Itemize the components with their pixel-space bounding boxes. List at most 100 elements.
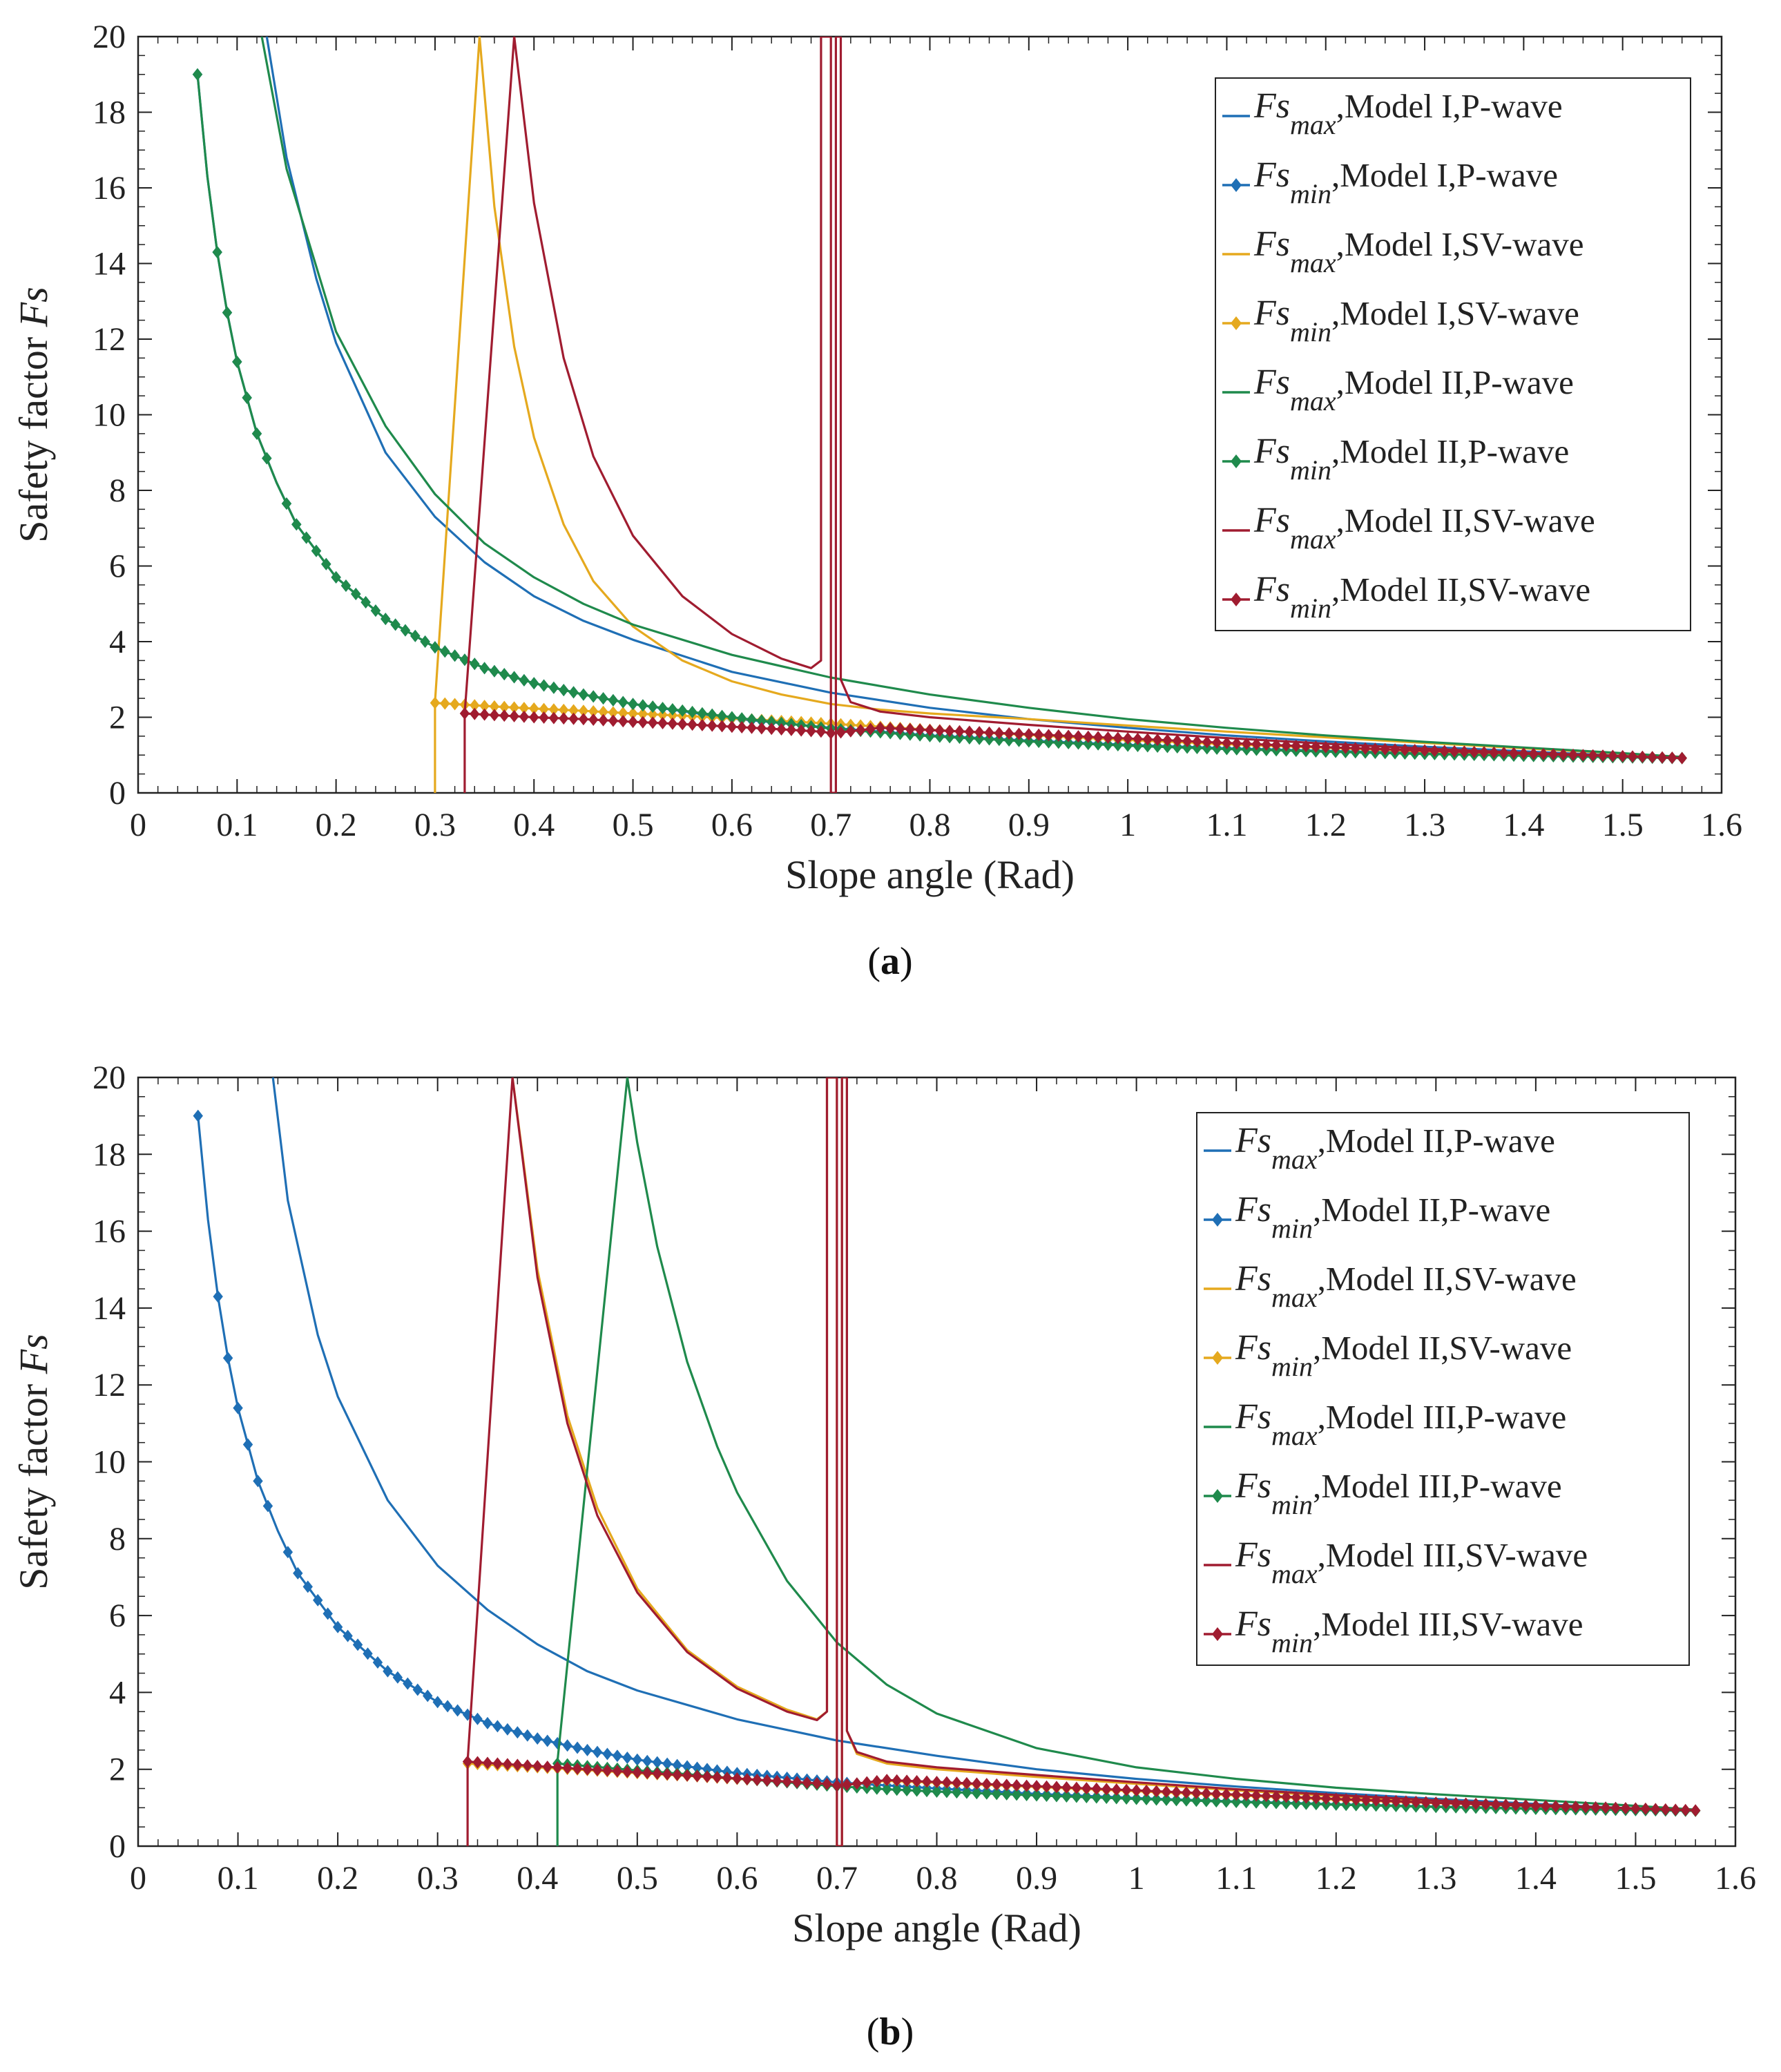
legend-label-7: Fsmin,Model II,SV-wave <box>1253 570 1590 624</box>
series-marker-1 <box>352 1638 363 1651</box>
legend-text: ,Model III,P-wave <box>1313 1467 1562 1505</box>
x-axis-label: Slope angle (Rad) <box>785 852 1075 897</box>
series-marker-5 <box>1131 1792 1142 1805</box>
y-tick-label: 6 <box>109 1598 126 1634</box>
series-marker-7 <box>1461 1797 1471 1810</box>
series-marker-5 <box>1101 1792 1112 1805</box>
y-tick-label: 2 <box>109 700 126 736</box>
legend-subscript: max <box>1290 247 1336 278</box>
series-marker-1 <box>702 1763 713 1776</box>
legend-subscript: max <box>1271 1282 1318 1313</box>
y-tick-label: 16 <box>93 1214 126 1250</box>
series-marker-1 <box>562 1739 572 1752</box>
legend-text: ,Model II,SV-wave <box>1313 1329 1572 1367</box>
series-marker-7 <box>747 721 757 734</box>
series-marker-7 <box>482 1756 493 1769</box>
series-marker-7 <box>1191 1786 1202 1799</box>
x-tick-label: 1.5 <box>1602 807 1644 843</box>
series-marker-7 <box>1222 736 1232 749</box>
legend-marker-3 <box>1212 1351 1223 1365</box>
series-marker-7 <box>1330 741 1341 754</box>
series-marker-5 <box>1211 1795 1222 1808</box>
series-marker-7 <box>1341 1793 1351 1806</box>
series-marker-7 <box>1508 747 1519 760</box>
legend-subscript: max <box>1271 1558 1318 1589</box>
x-tick-label: 0.1 <box>216 807 258 843</box>
legend-subscript: min <box>1290 316 1331 347</box>
series-marker-5 <box>232 355 242 368</box>
panel-a: 0 0.1 0.2 0.3 0.4 0.5 0.6 0.7 0.8 0.9 1 1.1 1.2 1.3 1.… <box>11 19 1742 897</box>
series-marker-7 <box>1142 733 1153 746</box>
series-marker-7 <box>1181 1786 1192 1799</box>
series-marker-5 <box>1122 739 1133 752</box>
series-marker-7 <box>1291 1791 1302 1804</box>
series-marker-3 <box>470 699 480 712</box>
series-marker-5 <box>707 708 718 721</box>
series-marker-7 <box>1192 735 1202 748</box>
series-marker-1 <box>282 1546 293 1559</box>
legend-marker-1 <box>1231 178 1242 192</box>
legend-subscript: max <box>1271 1420 1318 1451</box>
series-marker-7 <box>598 713 608 727</box>
series-marker-7 <box>1071 1781 1082 1794</box>
x-tick-label: 0.9 <box>1016 1860 1057 1897</box>
series-marker-1 <box>452 1704 463 1717</box>
x-tick-label: 1.4 <box>1515 1860 1557 1897</box>
legend-label-3: Fsmin,Model II,SV-wave <box>1235 1328 1572 1382</box>
series-marker-5 <box>222 306 233 319</box>
series-marker-7 <box>786 723 797 736</box>
series-marker-7 <box>1371 1794 1381 1807</box>
series-marker-7 <box>1370 742 1380 756</box>
series-marker-1 <box>602 1747 613 1761</box>
series-marker-7 <box>1251 1789 1262 1802</box>
series-marker-3 <box>489 700 500 713</box>
legend-subscript: min <box>1271 1213 1313 1244</box>
series-marker-7 <box>637 716 648 729</box>
series-marker-3 <box>548 703 559 716</box>
series-marker-5 <box>648 700 658 713</box>
legend-label-7: Fsmin,Model III,SV-wave <box>1235 1604 1583 1658</box>
series-marker-7 <box>1600 1801 1611 1814</box>
series-marker-3 <box>440 697 450 710</box>
legend-text: ,Model II,P-wave <box>1336 363 1574 401</box>
series-marker-7 <box>1380 1794 1392 1807</box>
series-marker-7 <box>1400 743 1410 756</box>
series-marker-7 <box>732 1772 742 1785</box>
legend-label-1: Fsmin,Model I,P-wave <box>1253 155 1558 209</box>
series-marker-7 <box>1001 1778 1012 1792</box>
series-marker-1 <box>372 1656 383 1669</box>
series-marker-7 <box>472 1756 483 1769</box>
series-marker-7 <box>1281 739 1291 752</box>
series-marker-7 <box>552 1761 563 1774</box>
x-axis-label: Slope angle (Rad) <box>792 1906 1081 1950</box>
series-marker-5 <box>291 518 302 531</box>
series-marker-7 <box>964 725 975 738</box>
legend-label-5: Fsmin,Model III,P-wave <box>1235 1466 1562 1520</box>
series-marker-7 <box>462 1755 473 1768</box>
series-marker-5 <box>499 668 510 681</box>
series-line-0 <box>271 1077 1696 1812</box>
series-marker-7 <box>1051 1781 1062 1794</box>
series-marker-7 <box>1490 1798 1501 1811</box>
series-marker-3 <box>648 708 658 721</box>
series-marker-1 <box>712 1764 722 1777</box>
series-marker-5 <box>717 709 727 722</box>
y-axis-label-symbol: Fs <box>11 287 56 327</box>
series-marker-7 <box>1113 731 1123 745</box>
series-marker-7 <box>932 1776 942 1789</box>
series-marker-7 <box>1568 748 1579 761</box>
series-marker-7 <box>618 715 628 728</box>
series-marker-7 <box>1499 747 1509 760</box>
series-marker-5 <box>1014 734 1024 747</box>
series-marker-7 <box>981 1778 992 1791</box>
series-marker-5 <box>628 698 638 711</box>
series-marker-7 <box>1011 1778 1022 1792</box>
y-tick-label: 4 <box>109 1674 126 1711</box>
series-marker-7 <box>1291 739 1301 752</box>
plot-area <box>192 37 1687 793</box>
series-line-0 <box>265 37 1682 760</box>
series-marker-5 <box>941 1785 952 1798</box>
series-marker-3 <box>628 707 638 720</box>
series-marker-7 <box>1380 742 1390 756</box>
series-marker-7 <box>1558 748 1568 761</box>
